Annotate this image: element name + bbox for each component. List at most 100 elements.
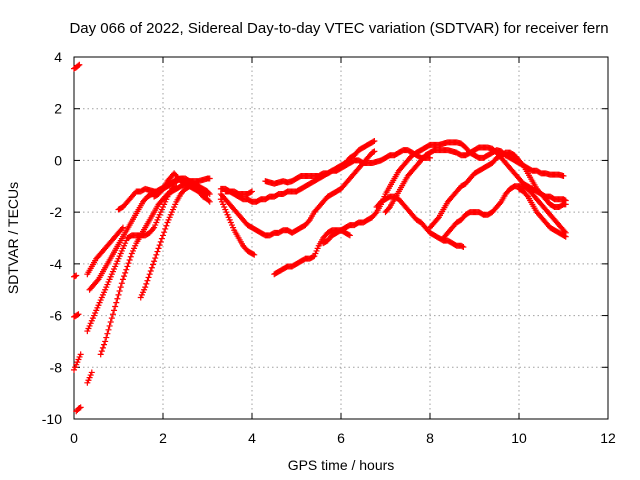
x-tick-label: 4: [248, 430, 256, 446]
data-point: [206, 198, 213, 205]
series-arc-17: [222, 188, 255, 198]
data-point: [251, 251, 258, 258]
data-point: [114, 295, 121, 302]
data-point: [562, 233, 569, 240]
data-point: [310, 253, 317, 260]
data-point: [125, 260, 132, 267]
series-arc-16: [217, 138, 378, 205]
y-tick-label: 0: [54, 152, 62, 168]
data-point: [105, 326, 112, 333]
data-point: [149, 261, 156, 268]
y-tick-label: -4: [50, 256, 63, 272]
data-point: [77, 404, 84, 411]
data-point: [118, 280, 125, 287]
grid: [74, 57, 608, 419]
data-point: [115, 291, 122, 298]
data-point: [142, 284, 149, 291]
data-point: [124, 263, 131, 270]
data-point: [127, 253, 134, 260]
data-point: [519, 161, 526, 168]
data-point: [370, 138, 377, 145]
y-tick-label: -10: [42, 411, 62, 427]
data-point: [162, 225, 169, 232]
data-point: [77, 351, 84, 358]
data-point: [75, 311, 82, 318]
axis-tick-labels: 0 2 4 6 8 10 12 -10 -8 -6 -4 -2 0 2 4: [42, 49, 616, 446]
data-point: [99, 344, 106, 351]
data-point: [152, 255, 159, 262]
data-point: [434, 215, 441, 222]
data-point: [372, 210, 379, 217]
series-arc-2: [73, 404, 84, 415]
data-point: [156, 242, 163, 249]
data-point: [203, 190, 210, 197]
series-arc-13: [151, 170, 213, 205]
data-point: [145, 274, 152, 281]
data-point: [205, 197, 212, 204]
data-point: [151, 258, 158, 265]
data-point: [149, 225, 156, 232]
data-point: [104, 330, 111, 337]
data-point: [118, 225, 125, 232]
data-point: [249, 188, 255, 195]
x-tick-label: 12: [600, 430, 616, 446]
data-point: [147, 267, 154, 274]
series-arc-24: [440, 183, 569, 241]
data-point: [371, 138, 378, 145]
data-layer: [71, 61, 569, 415]
data-point: [346, 232, 353, 239]
data-point: [103, 334, 110, 341]
data-point: [146, 271, 153, 278]
series-arc-14: [217, 196, 258, 258]
series-arc-9: [84, 224, 126, 278]
data-point: [117, 284, 124, 291]
x-tick-label: 6: [337, 430, 345, 446]
data-point: [345, 231, 352, 238]
data-point: [247, 189, 254, 196]
data-point: [158, 187, 165, 194]
data-point: [155, 245, 162, 252]
data-point: [102, 338, 109, 345]
series-arc-3: [71, 351, 84, 373]
data-point: [123, 266, 130, 273]
data-point: [143, 280, 150, 287]
data-point: [561, 233, 568, 240]
data-point: [371, 148, 378, 155]
series-arc-19: [271, 227, 353, 278]
data-point: [112, 303, 119, 310]
series-arc-5: [71, 272, 80, 280]
data-point: [111, 307, 118, 314]
data-point: [562, 201, 569, 208]
data-point: [108, 315, 115, 322]
data-point: [116, 288, 123, 295]
data-point: [75, 62, 82, 69]
data-point: [250, 251, 257, 258]
data-point: [158, 235, 165, 242]
data-point: [74, 311, 81, 318]
series-arc-15: [217, 148, 378, 239]
x-axis-label: GPS time / hours: [288, 457, 395, 473]
y-tick-label: -6: [50, 308, 63, 324]
y-tick-label: -8: [50, 359, 63, 375]
data-point: [206, 175, 213, 182]
data-point: [109, 311, 116, 318]
data-point: [107, 319, 114, 326]
data-point: [98, 348, 105, 355]
data-point: [101, 341, 108, 348]
y-axis-label: SDTVAR / TECUs: [5, 182, 21, 294]
data-point: [497, 200, 504, 207]
data-point: [72, 273, 79, 280]
series-arc-4: [71, 311, 82, 320]
data-point: [121, 273, 128, 280]
data-point: [119, 224, 126, 231]
series-arc-23: [427, 149, 569, 231]
data-point: [76, 61, 83, 68]
data-point: [122, 269, 129, 276]
data-point: [119, 276, 126, 283]
data-point: [113, 299, 120, 306]
data-point: [94, 277, 101, 284]
data-point: [97, 351, 104, 358]
x-tick-label: 2: [159, 430, 167, 446]
y-tick-label: 2: [54, 101, 62, 117]
data-point: [560, 172, 567, 179]
